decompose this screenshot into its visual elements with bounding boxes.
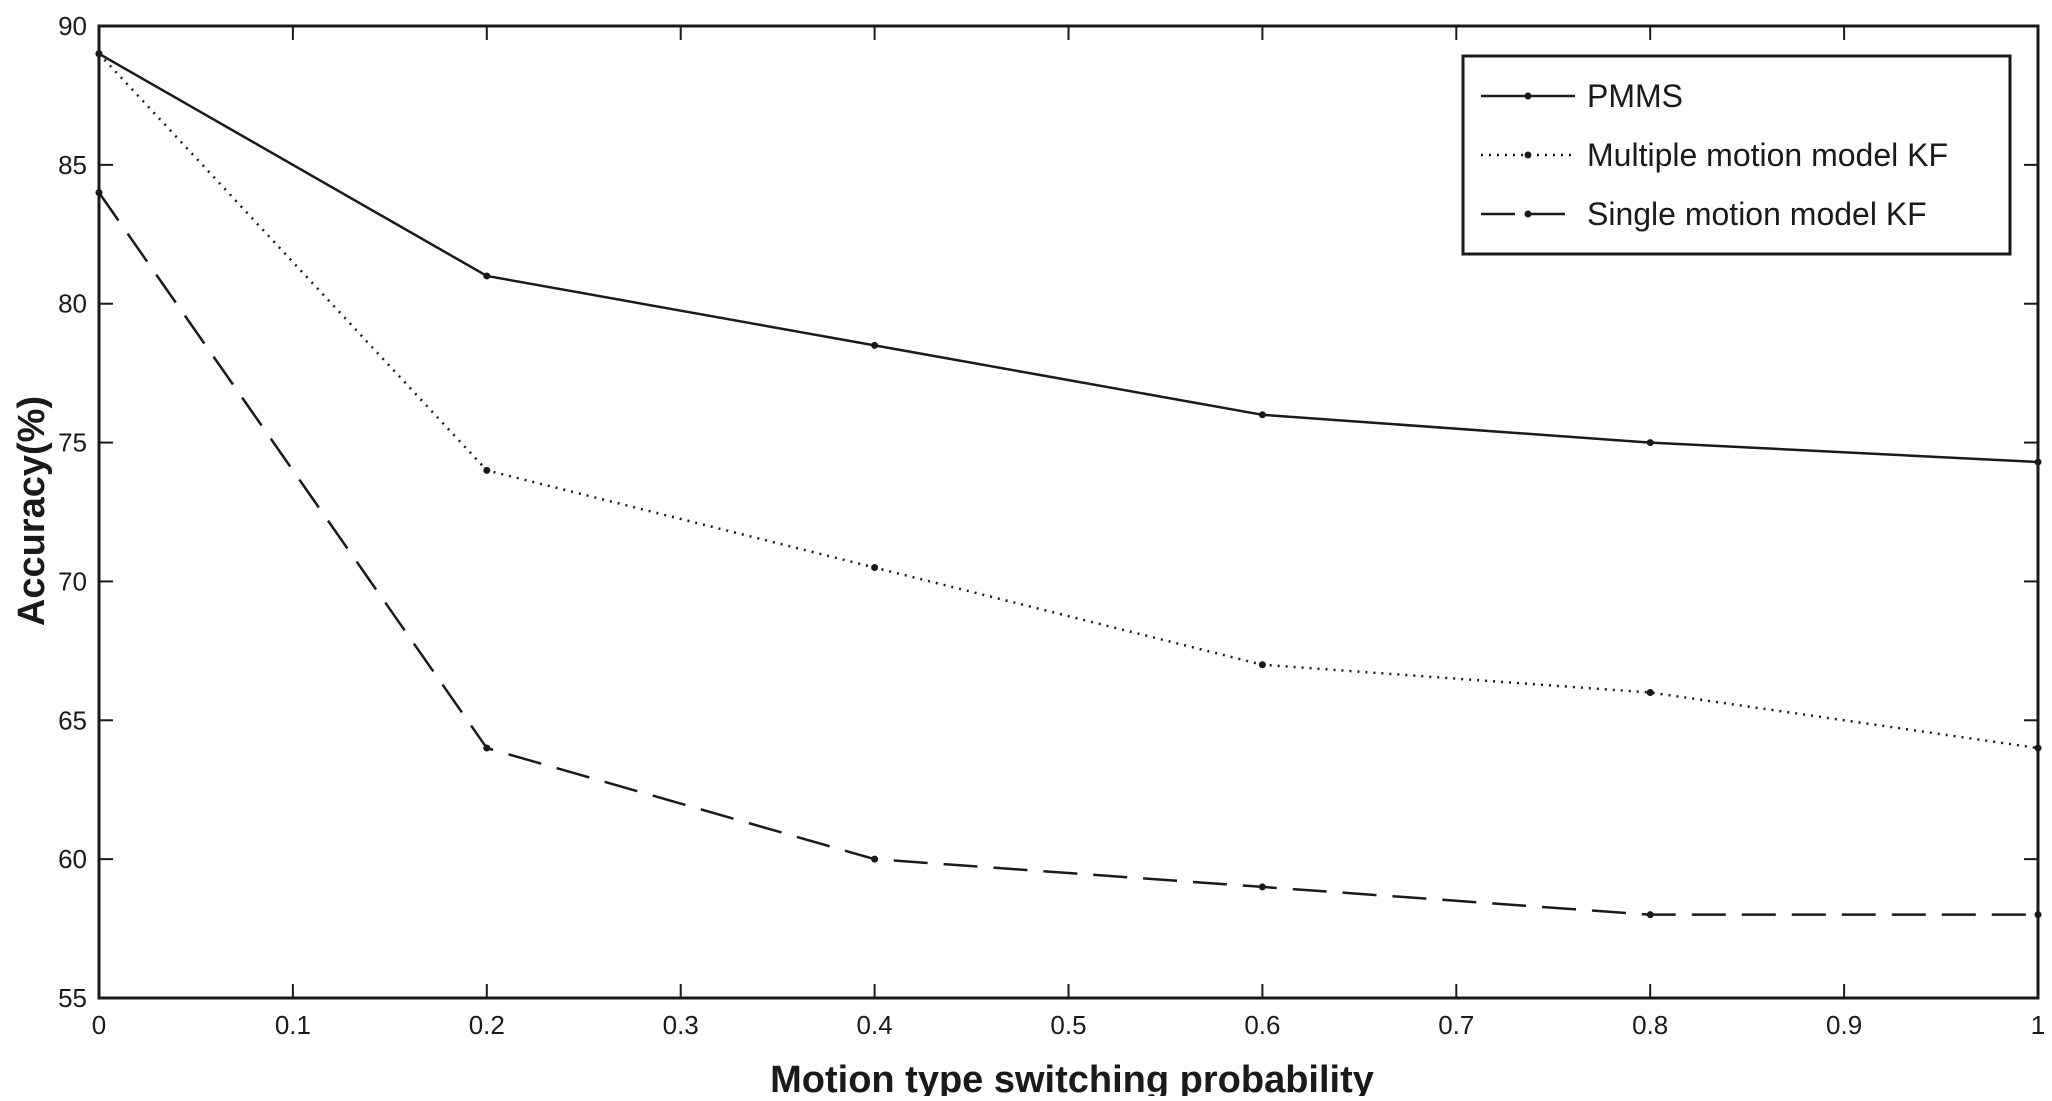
data-point [95, 50, 103, 58]
y-tick-label: 65 [58, 705, 87, 735]
x-tick-label: 1 [2031, 1010, 2045, 1040]
legend-label: Multiple motion model KF [1587, 137, 1948, 173]
data-point [2034, 911, 2042, 919]
data-point [483, 744, 491, 752]
y-tick-label: 60 [58, 844, 87, 874]
data-point [871, 855, 879, 863]
legend-label: PMMS [1587, 78, 1683, 114]
data-point [2034, 458, 2042, 466]
legend-marker [1524, 151, 1532, 159]
legend-label: Single motion model KF [1587, 196, 1927, 232]
data-point [871, 341, 879, 349]
data-point [1646, 689, 1654, 697]
data-point [483, 466, 491, 474]
data-point [95, 189, 103, 197]
data-point [483, 272, 491, 280]
y-tick-label: 90 [58, 11, 87, 41]
y-tick-label: 85 [58, 150, 87, 180]
series-line-1 [98, 52, 2039, 464]
x-tick-label: 0.3 [663, 1010, 699, 1040]
data-point [1258, 883, 1266, 891]
data-point [2034, 744, 2042, 752]
x-tick-label: 0.1 [275, 1010, 311, 1040]
data-point [1646, 911, 1654, 919]
x-tick-label: 0.9 [1826, 1010, 1862, 1040]
series-line-2 [98, 52, 2039, 750]
x-tick-label: 0.8 [1632, 1010, 1668, 1040]
y-tick-label: 80 [58, 289, 87, 319]
x-tick-label: 0.7 [1438, 1010, 1474, 1040]
x-tick-label: 0.2 [469, 1010, 505, 1040]
series-line-3 [97, 191, 2038, 916]
x-axis-title: Motion type switching probability [770, 1059, 1374, 1096]
legend-marker [1524, 92, 1532, 100]
legend-marker [1524, 210, 1532, 218]
x-tick-label: 0.5 [1050, 1010, 1086, 1040]
x-tick-label: 0.4 [857, 1010, 893, 1040]
data-point [1258, 661, 1266, 669]
y-tick-label: 55 [58, 983, 87, 1013]
y-tick-label: 75 [58, 428, 87, 458]
data-point [871, 564, 879, 572]
data-point [1646, 439, 1654, 447]
x-tick-label: 0 [92, 1010, 106, 1040]
data-point [1258, 411, 1266, 419]
y-axis-title: Accuracy(%) [11, 396, 53, 626]
y-tick-label: 70 [58, 566, 87, 596]
x-tick-label: 0.6 [1244, 1010, 1280, 1040]
